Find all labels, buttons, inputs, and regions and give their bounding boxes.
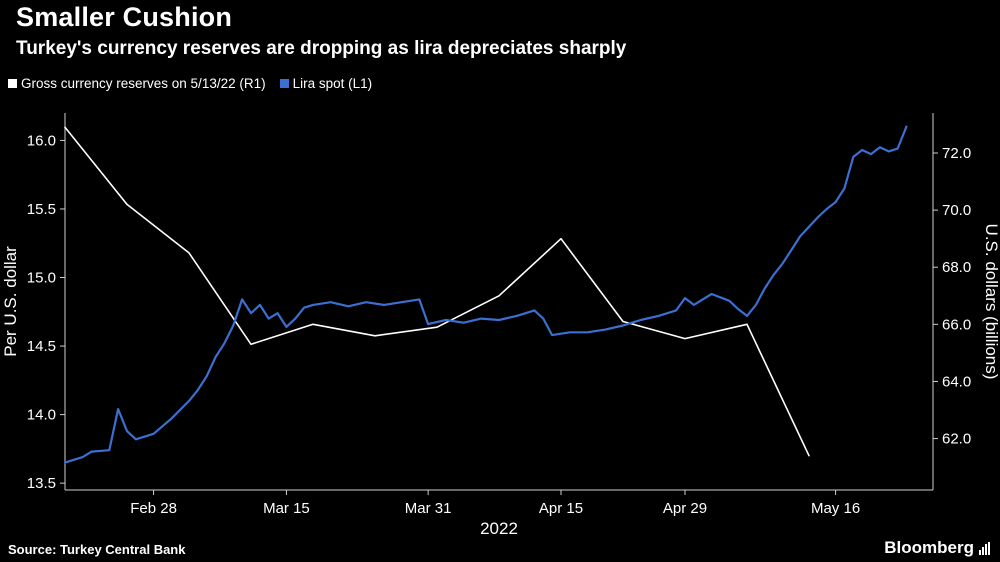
- right-tick-label: 68.0: [942, 259, 971, 276]
- legend-label-reserves: Gross currency reserves on 5/13/22 (R1): [21, 76, 266, 91]
- legend-item-reserves: Gross currency reserves on 5/13/22 (R1): [8, 76, 266, 91]
- right-axis-title: U.S. dollars (billions): [982, 224, 1000, 380]
- series-line-reserves: [64, 126, 810, 457]
- x-tick-label: Feb 28: [130, 500, 177, 517]
- left-tick-label: 13.5: [27, 475, 56, 492]
- x-tick-label: May 16: [811, 500, 860, 517]
- x-tick-label: Apr 15: [539, 500, 583, 517]
- x-axis-year-label: 2022: [480, 519, 518, 538]
- right-tick-label: 66.0: [942, 316, 971, 333]
- left-tick-label: 15.5: [27, 201, 56, 218]
- legend-marker-reserves: [8, 79, 17, 88]
- bloomberg-chart-icon: [979, 541, 990, 555]
- bloomberg-wordmark: Bloomberg: [884, 538, 974, 557]
- x-tick-label: Mar 15: [263, 500, 310, 517]
- legend: Gross currency reserves on 5/13/22 (R1) …: [8, 76, 372, 91]
- right-tick-label: 64.0: [942, 373, 971, 390]
- left-tick-label: 14.5: [27, 338, 56, 355]
- bloomberg-logo: Bloomberg: [884, 538, 990, 558]
- chart-title: Smaller Cushion: [16, 2, 233, 32]
- left-tick-label: 14.0: [27, 407, 56, 424]
- x-tick-label: Mar 31: [405, 500, 452, 517]
- left-tick-label: 15.0: [27, 270, 56, 287]
- x-tick-label: Apr 29: [663, 500, 707, 517]
- footer: Source: Turkey Central Bank Bloomberg: [0, 536, 1000, 562]
- chart-subtitle: Turkey's currency reserves are dropping …: [16, 38, 627, 59]
- legend-marker-lira: [279, 79, 289, 88]
- series-line-lira: [63, 125, 908, 464]
- left-axis-title: Per U.S. dollar: [1, 246, 20, 357]
- right-tick-label: 72.0: [942, 145, 971, 162]
- right-tick-label: 70.0: [942, 202, 971, 219]
- right-tick-label: 62.0: [942, 431, 971, 448]
- left-tick-label: 16.0: [27, 132, 56, 149]
- legend-item-lira: Lira spot (L1): [279, 76, 373, 91]
- legend-label-lira: Lira spot (L1): [292, 76, 373, 91]
- source-note: Source: Turkey Central Bank: [8, 542, 186, 557]
